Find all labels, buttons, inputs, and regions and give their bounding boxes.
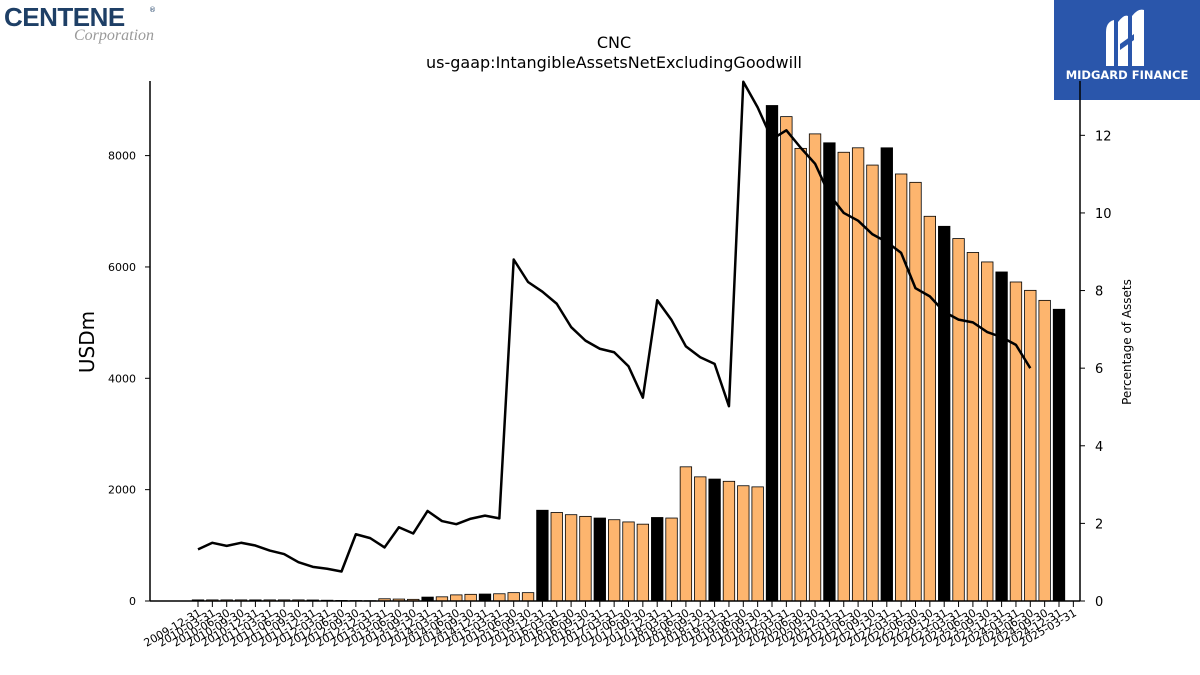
chart-subtitle: us-gaap:IntangibleAssetsNetExcludingGood… [426,53,802,72]
bar-2023-12-31 [995,271,1008,602]
bar-2022-09-30 [923,215,936,602]
bar-2024-09-30 [1038,299,1051,602]
bar-2018-06-30 [679,466,693,602]
bar-2019-09-30 [751,486,764,602]
bar-2019-06-30 [737,485,750,602]
midgard-finance-logo: MIDGARD FINANCE [1054,0,1200,100]
bar-2014-09-30 [464,593,477,602]
y2-axis-label: Percentage of Assets [1120,279,1134,405]
centene-logo: CENTENE ® Corporation [4,2,174,48]
bar-2015-03-31 [493,593,506,602]
midgard-mark-icon [1106,9,1144,67]
bar-series [191,105,1066,602]
bar-2023-03-31 [952,238,965,602]
bar-2024-12-31 [1052,308,1066,602]
bar-2017-06-30 [622,521,635,602]
y2-tick-label: 6 [1095,362,1103,377]
bar-2015-06-30 [507,592,520,602]
bar-2016-03-31 [550,512,563,602]
bar-2021-06-30 [851,147,865,602]
bar-2019-12-31 [765,105,779,602]
bar-2017-09-30 [636,523,649,602]
y2-tick-label: 12 [1095,129,1112,144]
bar-2020-03-31 [780,116,793,602]
y-tick-label: 4000 [108,372,136,385]
bar-2014-06-30 [450,594,463,602]
y2-tick-label: 8 [1095,285,1103,300]
bar-2021-03-31 [837,151,850,602]
y2-tick-label: 2 [1095,517,1103,532]
bar-2020-09-30 [808,133,822,602]
bar-2016-09-30 [579,515,592,602]
y-tick-label: 6000 [108,261,136,274]
chart-axes: 020004000600080000246810122009-12-312010… [108,81,1112,650]
y2-tick-label: 0 [1095,595,1103,610]
bar-2022-12-31 [938,225,951,602]
y-tick-label: 8000 [108,150,136,163]
bar-2023-09-30 [981,261,994,602]
centene-logo-subtitle: Corporation [74,27,155,44]
centene-logo-wordmark: CENTENE [4,2,125,32]
y-tick-label: 2000 [108,484,136,497]
bar-2024-06-30 [1024,289,1037,602]
y2-tick-label: 10 [1095,207,1112,222]
bar-2014-12-31 [478,593,492,602]
bar-2018-12-31 [708,478,721,602]
bar-2015-12-31 [536,509,549,602]
registered-mark: ® [149,6,156,14]
bar-2015-09-30 [521,592,535,602]
y-axis-label: USDm [75,311,99,373]
bar-2019-03-31 [722,480,736,602]
y-tick-label: 0 [129,595,136,608]
bar-2020-12-31 [823,142,836,602]
bar-2022-03-31 [895,173,908,602]
midgard-finance-wordmark: MIDGARD FINANCE [1065,68,1189,82]
bar-2023-06-30 [966,252,980,602]
bar-2017-12-31 [651,517,664,602]
line-series [197,80,1032,573]
percentage-of-assets-line [197,80,1032,573]
bar-2024-03-31 [1009,281,1023,602]
bar-2018-09-30 [694,476,707,602]
y2-tick-label: 4 [1095,440,1103,455]
bar-2020-06-30 [794,147,807,602]
bar-2021-12-31 [880,147,893,602]
bar-2018-03-31 [665,517,678,602]
bar-2016-12-31 [593,517,606,602]
chart-title: CNC [597,33,631,52]
bar-2022-06-30 [909,181,922,602]
bar-2017-03-31 [608,519,621,602]
bar-2016-06-30 [564,514,578,602]
